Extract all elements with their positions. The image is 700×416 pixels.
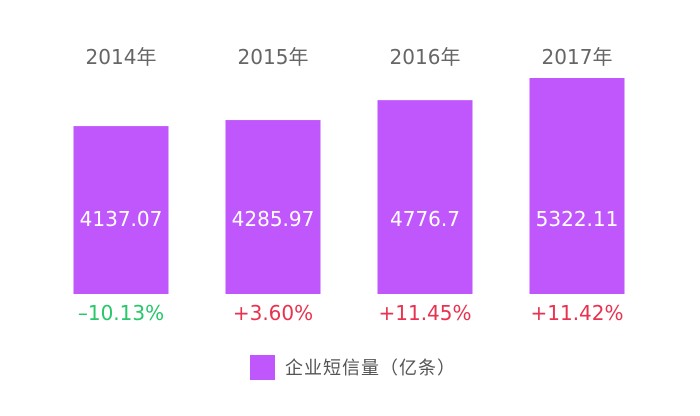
bar (529, 78, 625, 294)
chart-canvas: 2014年 4137.07 –10.13% 2015年 4285.97 +3.60% 201… (73, 45, 625, 325)
category-label: 2017年 (542, 45, 613, 69)
bar (225, 120, 321, 295)
legend-label: 企业短信量（亿条） (285, 358, 456, 379)
growth-label: +3.60% (233, 301, 313, 325)
category-label: 2016年 (390, 45, 461, 69)
bar-value-label: 4776.7 (390, 207, 460, 231)
growth-label: +11.45% (378, 301, 471, 325)
legend-swatch (250, 354, 275, 380)
category-label: 2014年 (86, 45, 157, 69)
bar (73, 126, 169, 294)
bar (377, 100, 473, 295)
bar-value-label: 4285.97 (232, 207, 315, 231)
bar-value-label: 5322.11 (536, 207, 619, 231)
chart-legend: 企业短信量（亿条） (250, 354, 456, 380)
growth-label: +11.42% (530, 301, 623, 325)
category-label: 2015年 (238, 45, 309, 69)
bar-value-label: 4137.07 (80, 207, 163, 231)
growth-label: –10.13% (78, 301, 164, 325)
